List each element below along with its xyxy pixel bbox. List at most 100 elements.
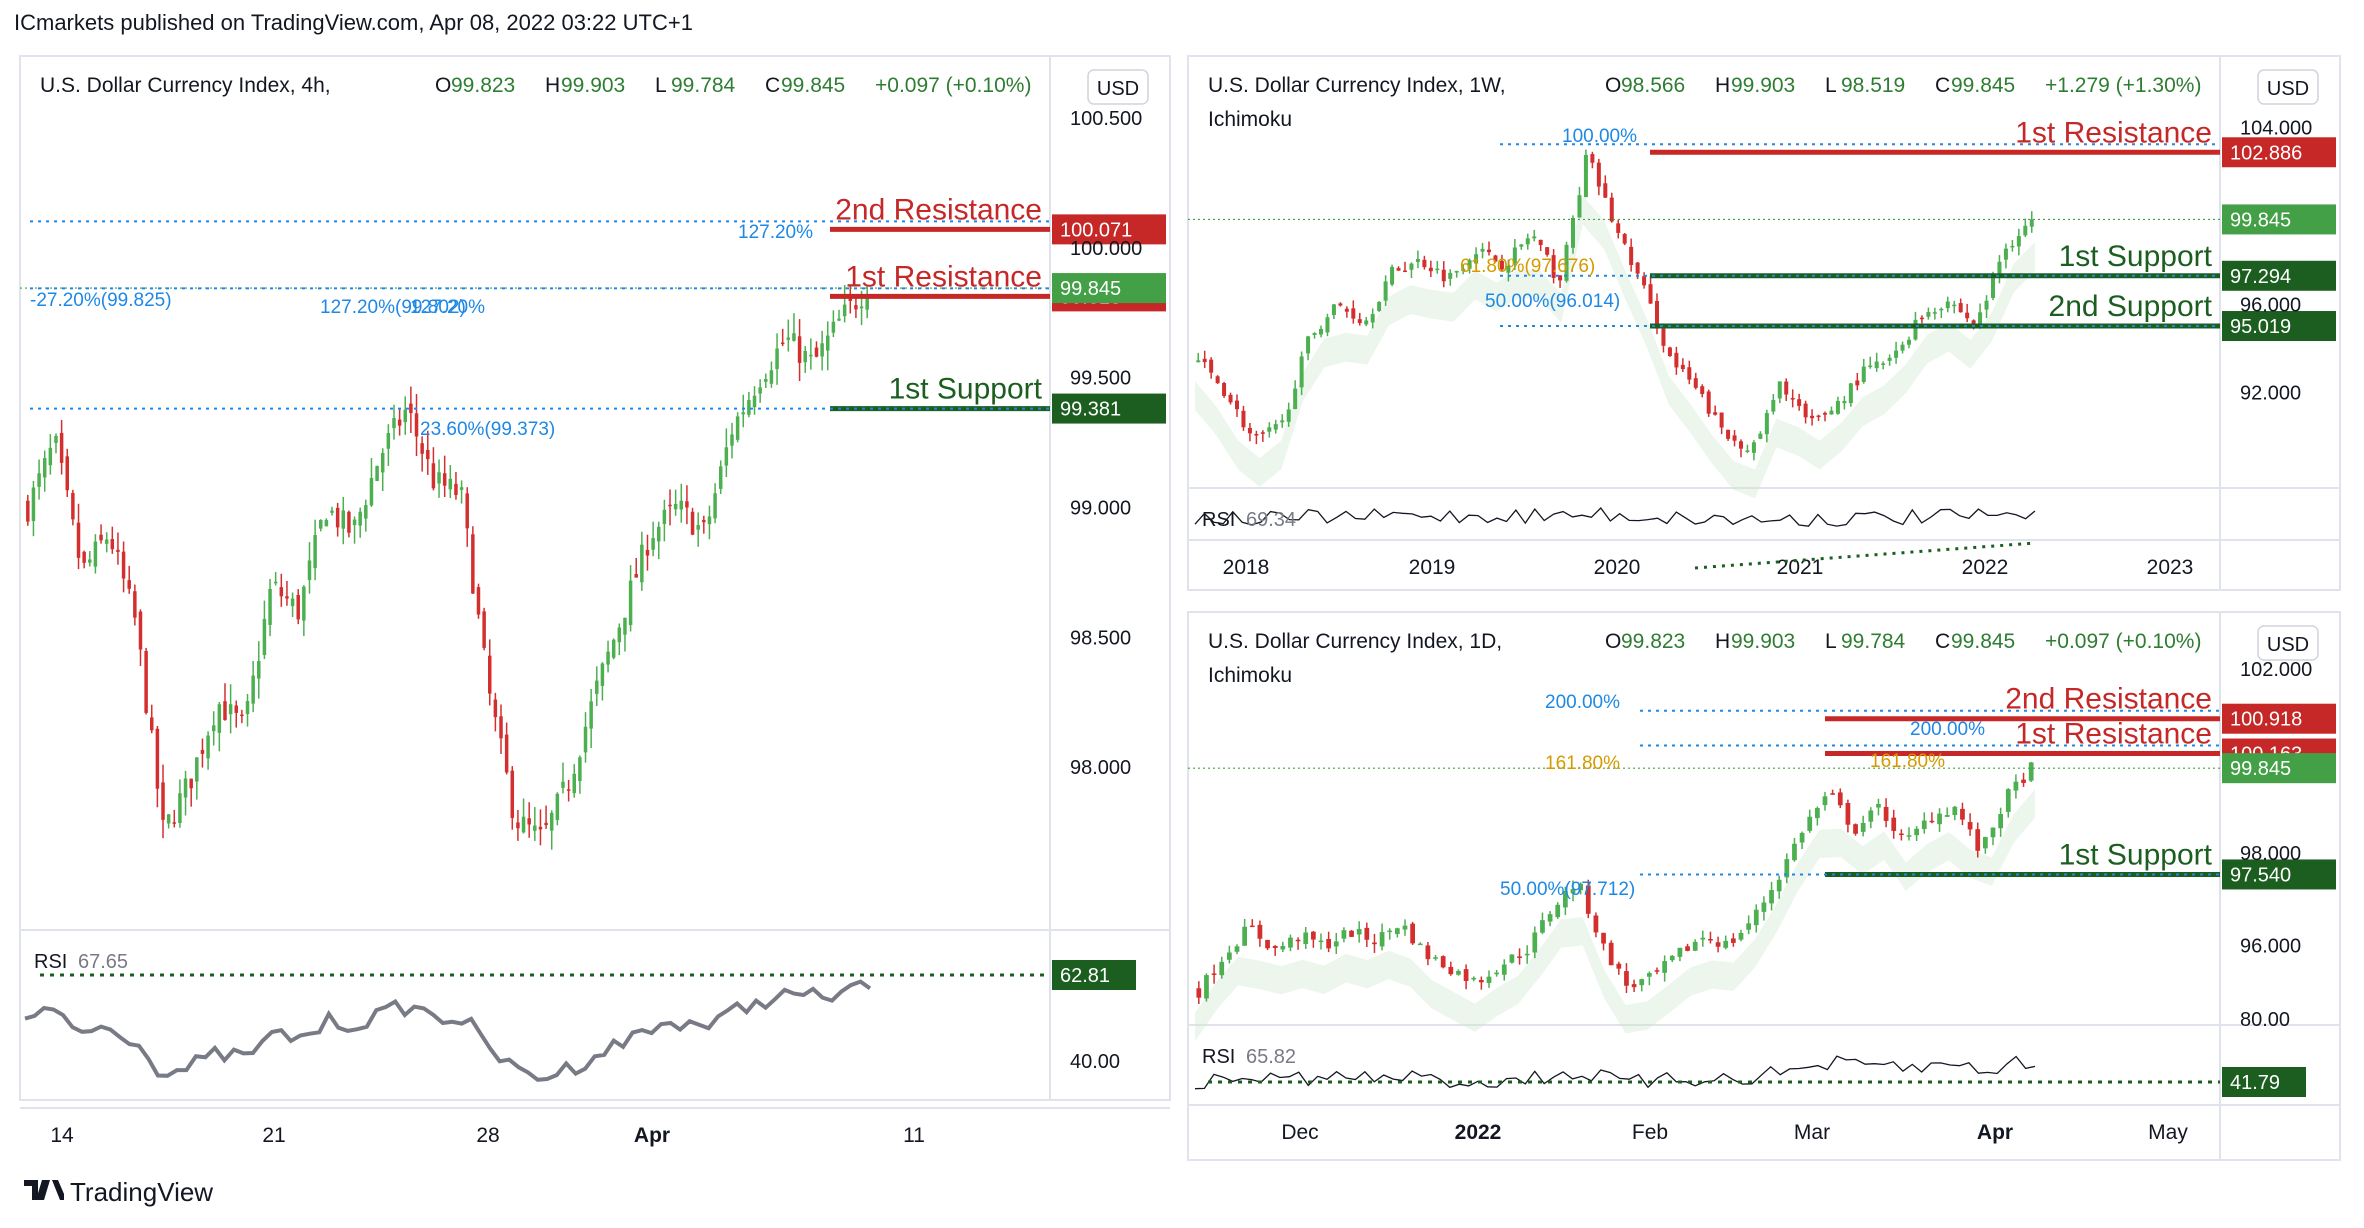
candle-body bbox=[1894, 350, 1899, 358]
candle-body bbox=[482, 611, 486, 648]
candle-body bbox=[1532, 236, 1537, 239]
y-tick-1-2: 92.000 bbox=[2240, 383, 2301, 405]
currency-button-0[interactable]: USD bbox=[1087, 69, 1149, 105]
candle-body bbox=[1913, 319, 1918, 340]
candle-2-96 bbox=[1929, 812, 1935, 824]
candle-2-73 bbox=[1753, 904, 1759, 933]
level-tag-1-1-bg bbox=[2222, 260, 2336, 291]
ohlc-val-1-1: 99.903 bbox=[1731, 74, 1795, 97]
candle-body bbox=[245, 701, 250, 715]
candle-body bbox=[330, 510, 334, 513]
currency-button-2[interactable]: USD bbox=[2257, 625, 2319, 661]
candle-body bbox=[1777, 381, 1782, 399]
y-tick-0-3: 99.000 bbox=[1070, 498, 1131, 520]
level-tag-2-2: 97.540 bbox=[2222, 859, 2336, 890]
level-tag-1-2: 95.019 bbox=[2222, 311, 2336, 342]
candle-body bbox=[1249, 925, 1255, 928]
candle-2-45 bbox=[1540, 912, 1545, 935]
candle-body bbox=[1816, 415, 1821, 418]
candle-1-95 bbox=[1810, 409, 1815, 426]
rsi-level-tag-0-bg bbox=[1052, 960, 1136, 990]
candle-1-74 bbox=[1674, 346, 1679, 375]
candle-0-13 bbox=[99, 524, 103, 544]
candle-body bbox=[54, 435, 58, 443]
candle-1-87 bbox=[1758, 431, 1763, 440]
candle-0-78 bbox=[465, 487, 469, 547]
y-tick-0-5: 98.000 bbox=[1070, 757, 1131, 779]
candle-body bbox=[685, 501, 689, 508]
candle-1-51 bbox=[1525, 233, 1530, 250]
candle-body bbox=[1677, 947, 1683, 957]
candle-0-142 bbox=[826, 321, 830, 371]
candle-body bbox=[747, 399, 751, 415]
candle-2-59 bbox=[1646, 971, 1652, 986]
candle-body bbox=[1608, 942, 1614, 966]
currency-button-1[interactable]: USD bbox=[2257, 69, 2319, 105]
candle-2-30 bbox=[1425, 942, 1431, 966]
candle-body bbox=[1433, 957, 1438, 959]
candle-1-3 bbox=[1215, 375, 1220, 384]
candle-0-18 bbox=[127, 565, 131, 594]
candle-0-7 bbox=[65, 448, 69, 497]
candle-body bbox=[713, 493, 717, 519]
candle-0-32 bbox=[206, 731, 210, 770]
candle-1-65 bbox=[1616, 219, 1621, 239]
candle-body bbox=[1997, 261, 2002, 278]
candle-body bbox=[369, 478, 374, 506]
candle-body bbox=[2005, 789, 2011, 812]
candle-0-58 bbox=[352, 516, 357, 544]
candle-1-37 bbox=[1435, 260, 1440, 274]
candle-body bbox=[144, 651, 148, 713]
candle-body bbox=[127, 580, 131, 589]
candle-body bbox=[476, 587, 481, 615]
candle-2-34 bbox=[1456, 969, 1461, 976]
candle-0-125 bbox=[730, 422, 734, 459]
candle-body bbox=[1654, 300, 1660, 329]
candle-0-2 bbox=[37, 459, 41, 500]
candle-0-120 bbox=[702, 515, 706, 534]
candle-0-39 bbox=[245, 693, 250, 727]
candle-1-61 bbox=[1590, 151, 1595, 169]
level-tag-1-0: 102.886 bbox=[2222, 137, 2336, 168]
candle-2-79 bbox=[1799, 831, 1805, 850]
candle-1-20 bbox=[1325, 313, 1330, 337]
ohlc-key-0-0: O bbox=[435, 74, 451, 97]
level-tag-0-0: 100.071 bbox=[1052, 214, 1166, 245]
candle-body bbox=[1387, 930, 1393, 933]
candle-1-104 bbox=[1868, 356, 1873, 369]
candle-0-31 bbox=[200, 738, 205, 768]
candle-body bbox=[1519, 244, 1524, 247]
candle-0-76 bbox=[454, 472, 458, 500]
candle-2-9 bbox=[1265, 939, 1270, 951]
tradingview-logo-icon bbox=[24, 1180, 64, 1200]
level-tag-1-2-bg bbox=[2222, 311, 2336, 342]
currency-box bbox=[1087, 69, 1149, 105]
candle-body bbox=[1790, 398, 1795, 400]
fib-label-0-1: -27.20%(99.825) bbox=[30, 290, 172, 311]
candle-body bbox=[1624, 971, 1629, 986]
candle-body bbox=[347, 511, 351, 533]
candle-body bbox=[690, 511, 695, 535]
candle-body bbox=[1845, 802, 1851, 825]
candle-0-98 bbox=[578, 755, 582, 794]
candle-body bbox=[189, 778, 193, 789]
candle-0-20 bbox=[138, 609, 143, 666]
candle-0-28 bbox=[183, 770, 188, 816]
candle-body bbox=[1471, 977, 1477, 980]
candle-1-83 bbox=[1732, 430, 1737, 447]
candle-0-112 bbox=[657, 521, 661, 560]
candle-0-29 bbox=[189, 778, 193, 807]
candle-body bbox=[1509, 954, 1515, 963]
candle-body bbox=[1776, 879, 1782, 892]
candle-2-97 bbox=[1937, 808, 1942, 832]
candle-1-11 bbox=[1267, 422, 1272, 438]
publisher-line: ICmarkets published on TradingView.com, … bbox=[14, 10, 693, 35]
candle-body bbox=[420, 443, 424, 454]
candle-1-93 bbox=[1797, 393, 1802, 411]
candle-2-67 bbox=[1708, 931, 1713, 944]
candle-2-8 bbox=[1257, 920, 1263, 947]
candle-body bbox=[578, 757, 582, 782]
candle-0-124 bbox=[724, 428, 729, 477]
